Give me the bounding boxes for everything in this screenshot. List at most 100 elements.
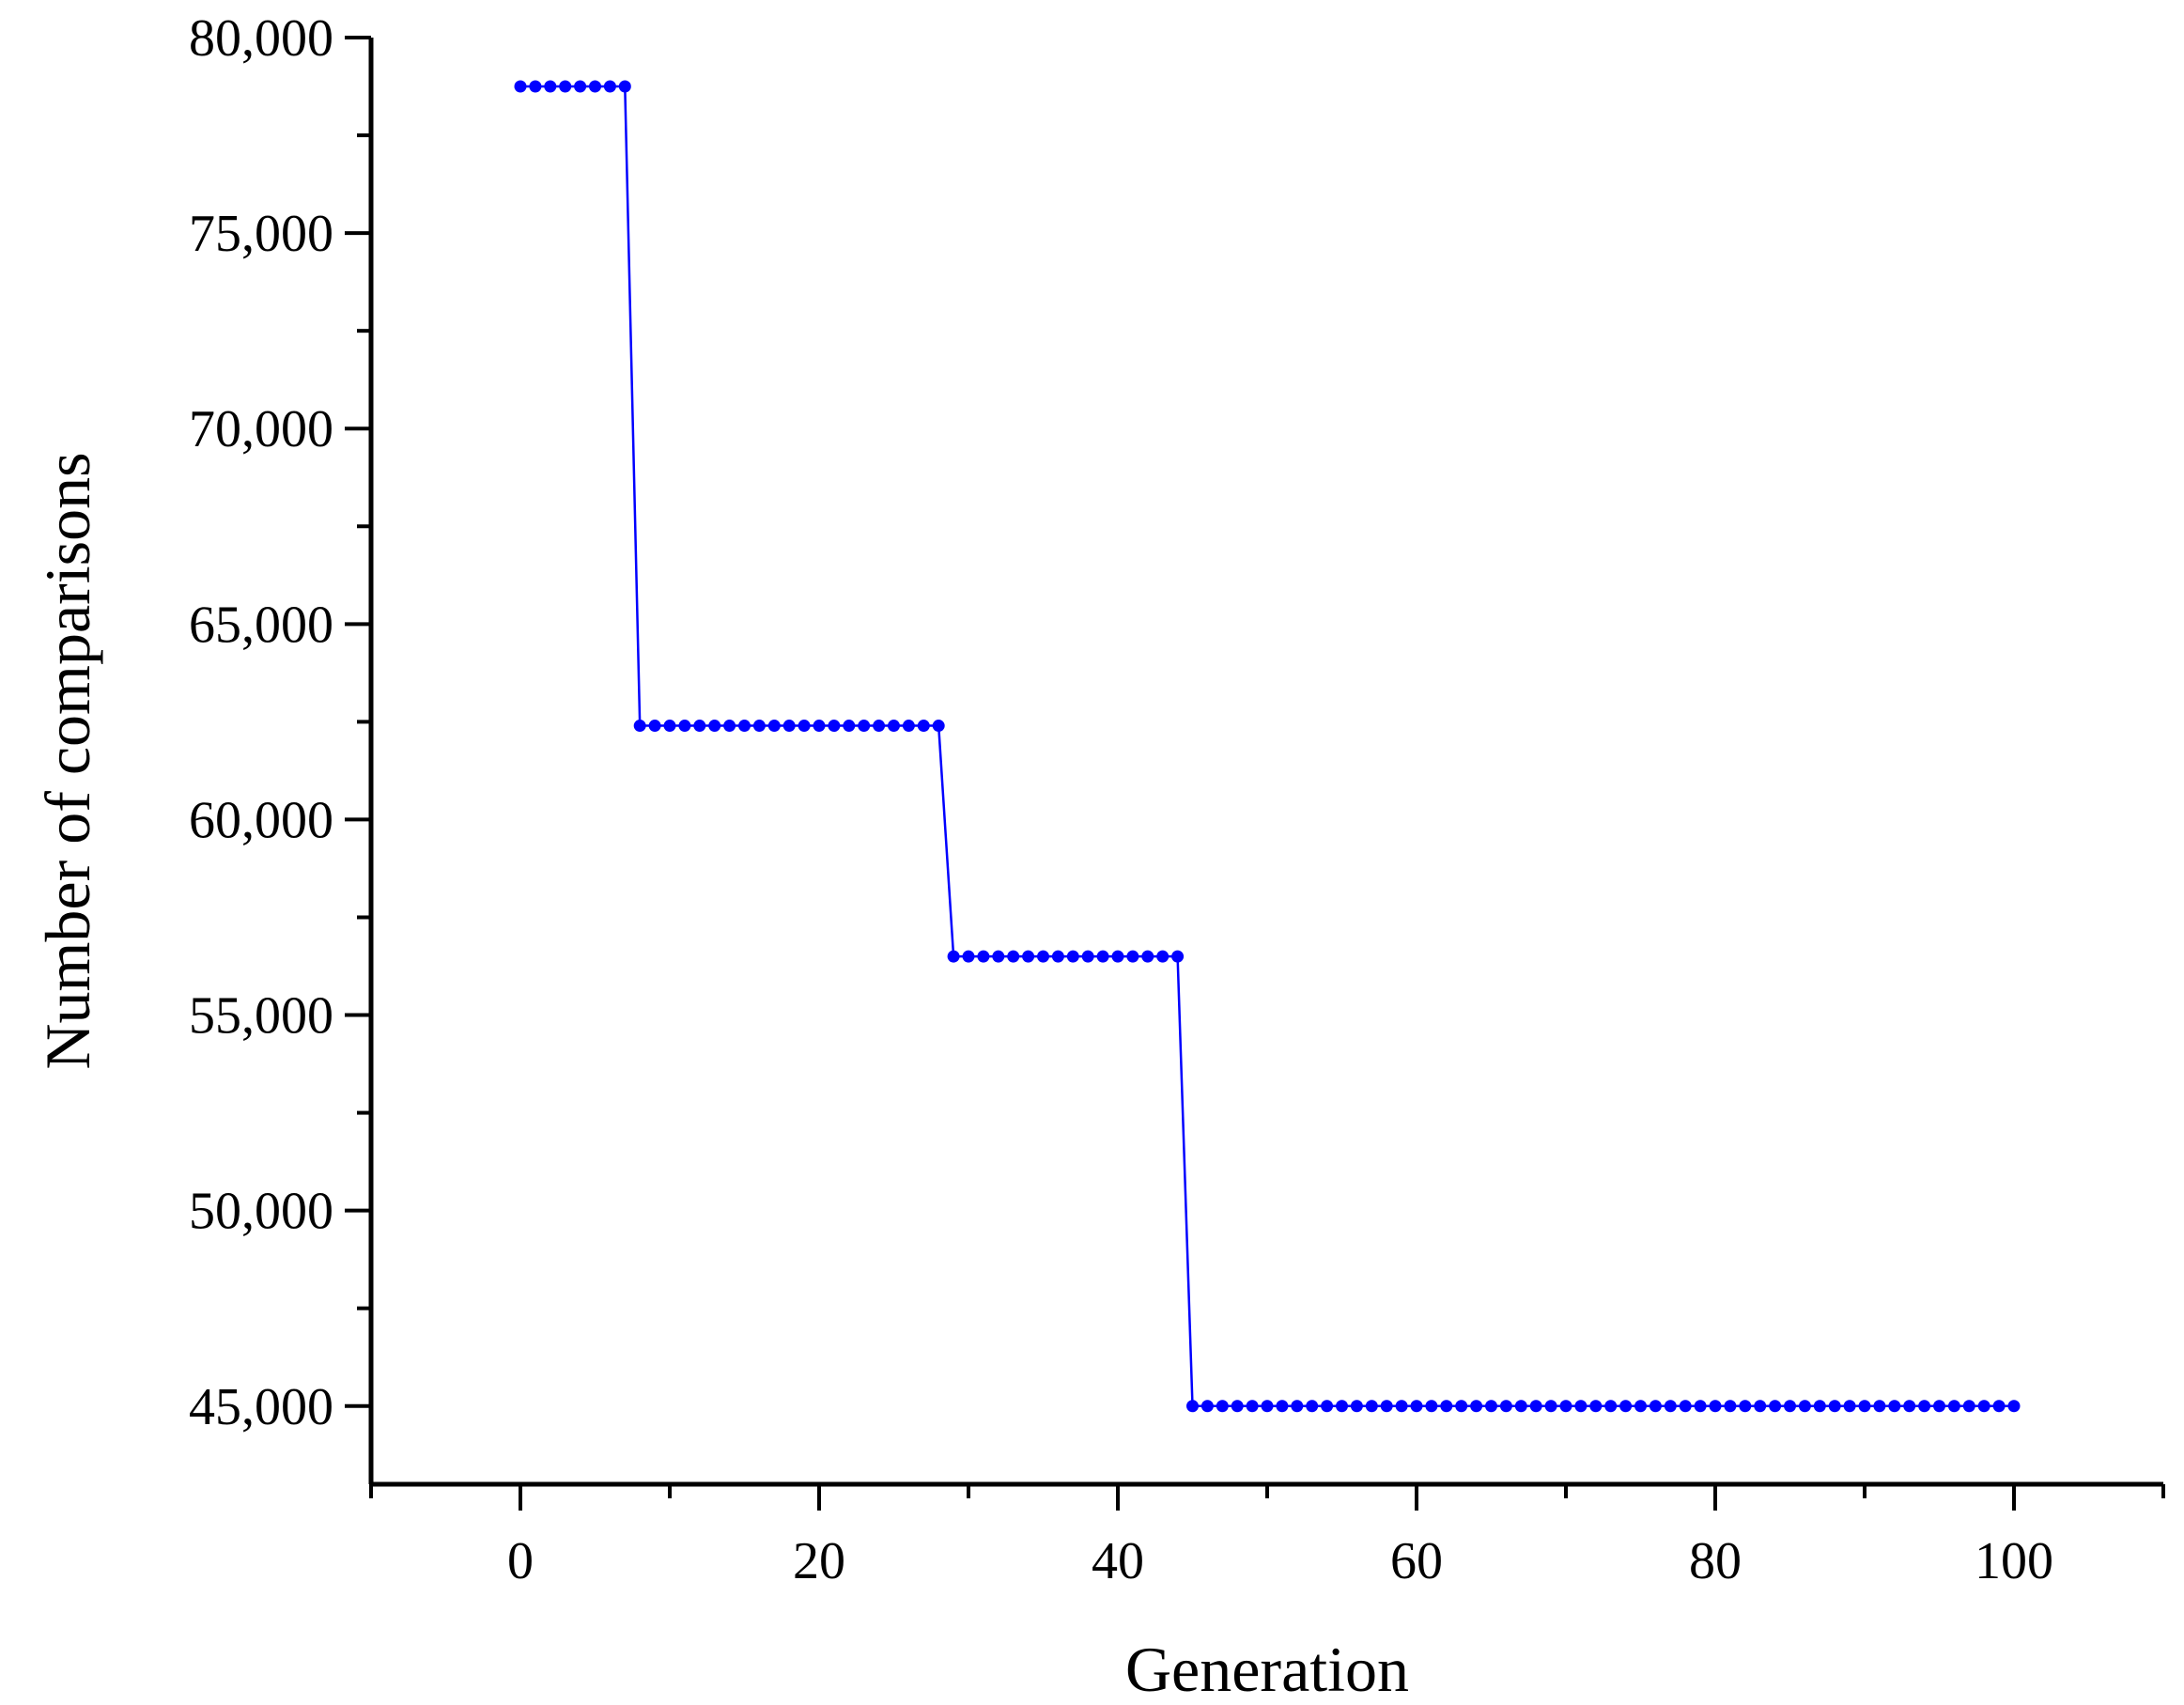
data-point (514, 80, 527, 93)
data-point (1604, 1400, 1618, 1413)
data-point (1649, 1400, 1662, 1413)
x-tick-label: 60 (1390, 1532, 1443, 1590)
data-point (1724, 1400, 1737, 1413)
tick-labels: 45,000 50,000 55,000 60,000 65,000 70,000 75,0… (189, 9, 2053, 1590)
data-point (947, 950, 960, 963)
data-point (2007, 1400, 2021, 1413)
data-point (902, 720, 915, 733)
data-point (678, 720, 691, 733)
data-point (1111, 950, 1124, 963)
y-tick-label: 45,000 (189, 1378, 333, 1436)
data-point (1007, 950, 1020, 963)
data-point (1798, 1400, 1811, 1413)
data-point (1992, 1400, 2006, 1413)
data-point (1410, 1400, 1423, 1413)
data-point (1350, 1400, 1363, 1413)
data-point (1947, 1400, 1960, 1413)
data-point (992, 950, 1005, 963)
data-point (574, 80, 587, 93)
data-point (1813, 1400, 1826, 1413)
y-tick-label: 55,000 (189, 987, 333, 1046)
data-point (1544, 1400, 1557, 1413)
data-point (1619, 1400, 1633, 1413)
data-point (1141, 950, 1154, 963)
data-point (1231, 1400, 1244, 1413)
data-point (843, 720, 856, 733)
data-point (1962, 1400, 1975, 1413)
x-tick-label: 20 (793, 1532, 845, 1590)
data-point (1903, 1400, 1916, 1413)
data-point (529, 80, 542, 93)
data-point (1499, 1400, 1512, 1413)
data-point (1574, 1400, 1588, 1413)
data-point (858, 720, 871, 733)
data-point (1321, 1400, 1334, 1413)
data-point (1918, 1400, 1931, 1413)
y-tick-label: 60,000 (189, 791, 333, 849)
data-point (1200, 1400, 1214, 1413)
data-point (917, 720, 930, 733)
ticks (345, 36, 2165, 1511)
data-point (828, 720, 841, 733)
x-tick-label: 100 (1975, 1532, 2053, 1590)
data-point (1634, 1400, 1647, 1413)
y-tick-label: 75,000 (189, 205, 333, 263)
data-point (1380, 1400, 1393, 1413)
data-point (1784, 1400, 1796, 1413)
data-point (1156, 950, 1169, 963)
data-point (1246, 1400, 1259, 1413)
data-point (1664, 1400, 1677, 1413)
data-point (648, 720, 661, 733)
data-point (1589, 1400, 1603, 1413)
data-point (1679, 1400, 1692, 1413)
data-point (544, 80, 557, 93)
data-point (1365, 1400, 1378, 1413)
y-axis-title: Number of comparisons (32, 452, 103, 1069)
data-point (1291, 1400, 1304, 1413)
data-point (1096, 950, 1109, 963)
data-point (589, 80, 601, 93)
data-point (738, 720, 751, 733)
data-point (1171, 950, 1185, 963)
data-point (1216, 1400, 1229, 1413)
data-point (1709, 1400, 1722, 1413)
data-point (1888, 1400, 1901, 1413)
data-point (618, 80, 631, 93)
data-point (559, 80, 572, 93)
data-point (1769, 1400, 1782, 1413)
y-tick-label: 70,000 (189, 400, 333, 458)
data-point (1261, 1400, 1274, 1413)
data-point (1037, 950, 1049, 963)
data-point (1694, 1400, 1707, 1413)
data-point (1485, 1400, 1497, 1413)
x-tick-label: 40 (1092, 1532, 1144, 1590)
data-point (1395, 1400, 1408, 1413)
data-point (1828, 1400, 1841, 1413)
data-point (1440, 1400, 1453, 1413)
data-point (813, 720, 826, 733)
data-point (1051, 950, 1064, 963)
data-point (1022, 950, 1035, 963)
data-point (1858, 1400, 1871, 1413)
axes (368, 38, 2163, 1487)
x-tick-label: 0 (507, 1532, 534, 1590)
data-point (1559, 1400, 1572, 1413)
data-point (708, 720, 721, 733)
data-point (1066, 950, 1079, 963)
data-point (1873, 1400, 1886, 1413)
data-point (767, 720, 781, 733)
data-point (1843, 1400, 1856, 1413)
data-point (603, 80, 616, 93)
data-point (977, 950, 990, 963)
y-tick-label: 80,000 (189, 9, 333, 68)
data-point (1514, 1400, 1527, 1413)
data-point (1455, 1400, 1468, 1413)
x-tick-label: 80 (1689, 1532, 1742, 1590)
data-point (1470, 1400, 1483, 1413)
y-tick-label: 50,000 (189, 1183, 333, 1241)
data-point (1126, 950, 1139, 963)
data-point (752, 720, 766, 733)
data-point (962, 950, 975, 963)
data-point (693, 720, 706, 733)
